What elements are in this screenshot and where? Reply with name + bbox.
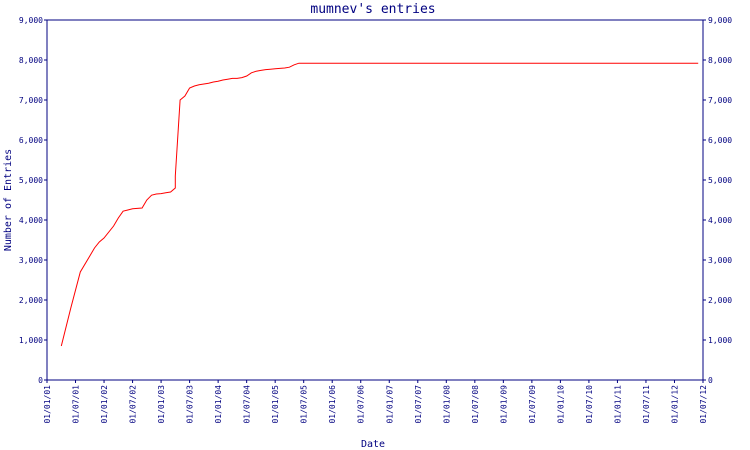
x-tick-label: 01/01/03 bbox=[157, 385, 166, 424]
x-axis: 01/01/01 01/07/01 01/01/02 01/07/02 01/01/03… bbox=[43, 380, 708, 424]
y-tick-label: 8,000 bbox=[19, 56, 43, 65]
chart-title: mumnev's entries bbox=[310, 2, 435, 17]
x-tick-label: 01/07/04 bbox=[243, 385, 252, 424]
y-tick-label: 2,000 bbox=[19, 296, 43, 305]
x-tick-label: 01/01/01 bbox=[43, 385, 52, 424]
x-tick-label: 01/07/08 bbox=[471, 385, 480, 424]
y-tick-label: 1,000 bbox=[19, 336, 43, 345]
series-line bbox=[60, 62, 699, 347]
x-tick-label: 01/01/04 bbox=[214, 385, 223, 424]
y-tick-label: 9,000 bbox=[19, 16, 43, 25]
x-tick-label: 01/01/08 bbox=[442, 385, 451, 424]
x-tick-label: 01/01/09 bbox=[499, 385, 508, 424]
y-tick-label-right: 5,000 bbox=[708, 176, 732, 185]
y-tick-label: 4,000 bbox=[19, 216, 43, 225]
y-tick-label-right: 4,000 bbox=[708, 216, 732, 225]
y-tick-label: 0 bbox=[38, 376, 43, 385]
x-tick-label: 01/01/07 bbox=[385, 385, 394, 424]
x-tick-label: 01/07/06 bbox=[357, 385, 366, 424]
x-tick-label: 01/01/12 bbox=[670, 385, 679, 424]
x-axis-title: Date bbox=[361, 439, 385, 450]
y-tick-label-right: 1,000 bbox=[708, 336, 732, 345]
y-tick-label-right: 3,000 bbox=[708, 256, 732, 265]
x-tick-label: 01/07/02 bbox=[129, 385, 138, 424]
x-tick-label: 01/07/01 bbox=[72, 385, 81, 424]
y-tick-label: 3,000 bbox=[19, 256, 43, 265]
x-tick-label: 01/07/10 bbox=[585, 385, 594, 424]
series-group bbox=[60, 62, 699, 347]
y-tick-label-right: 8,000 bbox=[708, 56, 732, 65]
y-tick-label-right: 6,000 bbox=[708, 136, 732, 145]
x-tick-label: 01/07/12 bbox=[699, 385, 708, 424]
plot-frame bbox=[46, 19, 704, 381]
x-tick-label: 01/07/05 bbox=[300, 385, 309, 424]
y-axis-right: 0 1,000 2,000 3,000 4,000 5,000 6,000 7,000 8,00… bbox=[703, 16, 732, 385]
x-tick-label: 01/01/11 bbox=[613, 385, 622, 424]
x-tick-label: 01/01/06 bbox=[328, 385, 337, 424]
y-tick-label-right: 2,000 bbox=[708, 296, 732, 305]
x-tick-label: 01/01/10 bbox=[556, 385, 565, 424]
x-tick-label: 01/07/03 bbox=[186, 385, 195, 424]
x-tick-label: 01/07/11 bbox=[642, 385, 651, 424]
y-tick-label: 5,000 bbox=[19, 176, 43, 185]
y-tick-label: 7,000 bbox=[19, 96, 43, 105]
y-tick-label-right: 0 bbox=[708, 376, 713, 385]
x-tick-label: 01/01/05 bbox=[271, 385, 280, 424]
x-tick-label: 01/07/09 bbox=[528, 385, 537, 424]
x-tick-label: 01/07/07 bbox=[414, 385, 423, 424]
y-tick-label-right: 9,000 bbox=[708, 16, 732, 25]
y-axis-left: 0 1,000 2,000 3,000 4,000 5,000 6,000 7,000 8,00… bbox=[19, 16, 47, 385]
x-tick-label: 01/01/02 bbox=[100, 385, 109, 424]
y-tick-label-right: 7,000 bbox=[708, 96, 732, 105]
y-axis-title: Number of Entries bbox=[3, 149, 14, 251]
y-tick-label: 6,000 bbox=[19, 136, 43, 145]
